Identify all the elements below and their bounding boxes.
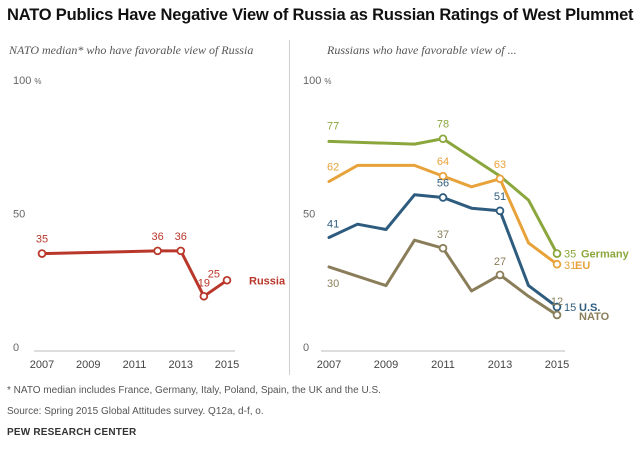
- left-y-tick-label: 50: [13, 209, 25, 221]
- left-panel-subtitle: NATO median* who have favorable view of …: [9, 43, 254, 57]
- right-series-name-label: Germany: [581, 249, 630, 261]
- left-x-tick-label: 2007: [30, 359, 54, 371]
- right-data-point: [495, 270, 505, 280]
- left-x-tick-label: 2015: [215, 359, 239, 371]
- right-data-point: [495, 174, 505, 184]
- right-data-label: 41: [327, 219, 339, 231]
- right-series-name-label: U.S.: [579, 302, 600, 314]
- right-data-point: [438, 243, 448, 253]
- right-data-label: 63: [494, 159, 506, 171]
- left-data-label: 19: [198, 277, 210, 289]
- right-data-label: 51: [494, 191, 506, 203]
- right-data-label: 78: [437, 119, 449, 131]
- left-x-tick-label: 2011: [123, 359, 147, 371]
- right-series-line-nato: [327, 238, 559, 317]
- left-series-line-russia: [40, 249, 229, 298]
- left-data-label: 35: [36, 234, 48, 246]
- right-data-point: [438, 193, 448, 202]
- left-data-point: [199, 291, 209, 301]
- right-data-point: [438, 134, 448, 144]
- right-y-tick-label: 100%: [303, 75, 331, 87]
- pew-logo-text: PEW RESEARCH CENTER: [7, 427, 137, 438]
- right-data-point: [552, 310, 562, 320]
- left-data-label: 36: [175, 231, 187, 243]
- right-data-label: 77: [327, 120, 339, 132]
- source-note: Source: Spring 2015 Global Attitudes sur…: [7, 406, 264, 417]
- left-y-tick-label: 100%: [13, 75, 41, 87]
- right-series-line-germany: [327, 137, 559, 256]
- left-y-tick-unit: %: [34, 77, 41, 86]
- right-data-label: 62: [327, 161, 339, 173]
- left-data-point: [176, 246, 186, 256]
- right-y-tick-label: 50: [303, 209, 315, 221]
- right-x-tick-label: 2009: [374, 359, 398, 371]
- right-data-point: [495, 206, 505, 216]
- right-series-name-label: NATO: [579, 311, 610, 323]
- right-data-point: [552, 302, 562, 312]
- right-data-label: 37: [437, 229, 449, 241]
- right-panel-subtitle: Russians who have favorable view of ...: [327, 43, 517, 57]
- left-data-label: 25: [208, 268, 220, 280]
- right-series-line-eu: [327, 163, 559, 266]
- left-x-tick-label: 2013: [169, 359, 193, 371]
- left-y-tick-label: 0: [13, 342, 19, 354]
- footnote: * NATO median includes France, Germany, …: [7, 385, 381, 396]
- right-series-name-label: EU: [575, 260, 590, 272]
- right-data-point: [438, 171, 448, 181]
- right-y-tick-unit: %: [324, 77, 331, 86]
- right-x-tick-label: 2011: [431, 359, 455, 371]
- left-series-name-label: Russia: [249, 275, 286, 287]
- right-data-label: 27: [494, 256, 506, 268]
- right-data-point: [552, 249, 562, 258]
- chart-title: NATO Publics Have Negative View of Russi…: [7, 6, 634, 24]
- left-data-point: [222, 275, 232, 285]
- right-data-point: [552, 259, 562, 269]
- right-y-tick-label: 0: [303, 342, 309, 354]
- right-data-label: 30: [327, 278, 339, 290]
- left-x-tick-label: 2009: [76, 359, 100, 371]
- right-x-tick-label: 2007: [317, 359, 341, 371]
- right-data-label: 31: [564, 260, 576, 272]
- right-x-tick-label: 2013: [488, 359, 512, 371]
- left-data-point: [37, 249, 47, 258]
- right-x-tick-label: 2015: [545, 359, 569, 371]
- right-data-label: 56: [437, 177, 449, 189]
- right-data-label: 12: [551, 296, 563, 308]
- right-data-label: 35: [564, 249, 576, 261]
- left-data-label: 36: [152, 231, 164, 243]
- right-data-label: 15: [564, 302, 576, 314]
- right-data-label: 64: [437, 156, 449, 168]
- left-data-point: [153, 246, 162, 256]
